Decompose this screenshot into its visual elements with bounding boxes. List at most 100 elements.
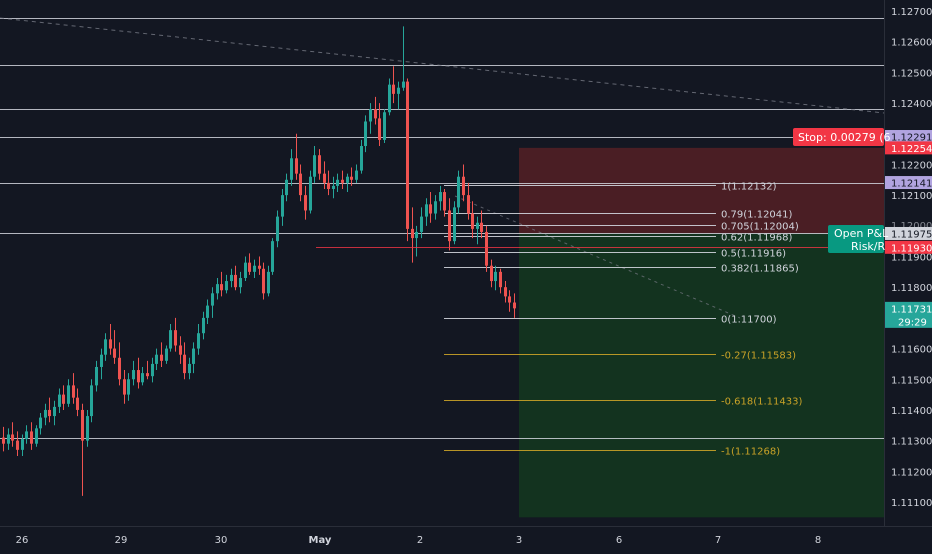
candle-body — [504, 287, 507, 296]
candle-body — [253, 266, 256, 272]
fib-level-label: 0(1.11700) — [721, 315, 777, 326]
candle-body — [104, 339, 107, 354]
candle-body — [141, 373, 144, 382]
candle-body — [95, 367, 98, 385]
price-axis-label: 1.11400 — [891, 406, 932, 417]
candle-body — [318, 155, 321, 173]
candle-body — [151, 364, 154, 376]
candle-body — [35, 428, 38, 443]
candle-body — [81, 410, 84, 441]
candle-body — [364, 121, 367, 146]
price-axis-label: 1.11300 — [891, 437, 932, 448]
candle-body — [220, 284, 223, 290]
candle-body — [197, 333, 200, 348]
candle-body — [402, 82, 405, 88]
price-tag-value: 1.12254 — [891, 144, 932, 155]
candle-body — [304, 195, 307, 210]
candle-body — [429, 204, 432, 213]
candle-body — [7, 434, 10, 443]
candle-body — [258, 266, 261, 269]
candle-body — [420, 217, 423, 232]
candle-body — [480, 223, 483, 232]
candle-body — [471, 214, 474, 229]
target-zone — [519, 233, 884, 517]
candle-body — [100, 355, 103, 367]
candle-body — [285, 180, 288, 195]
candle-body — [16, 441, 19, 450]
candle-body — [127, 379, 130, 394]
price-axis[interactable]: 1.127001.126001.125001.124001.122001.121… — [885, 0, 932, 526]
candle-body — [244, 263, 247, 278]
candle-body — [188, 364, 191, 373]
candle — [453, 201, 456, 244]
candle-body — [369, 109, 372, 121]
fib-level-label: -0.618(1.11433) — [721, 397, 802, 408]
candle-body — [225, 281, 228, 290]
candle-body — [183, 355, 186, 373]
candle-body — [457, 177, 460, 208]
candle-body — [137, 370, 140, 382]
price-tag: 1.12254 — [885, 141, 932, 155]
candle-body — [309, 177, 312, 211]
candle-body — [462, 177, 465, 195]
candle — [485, 226, 488, 272]
fib-level-label: 0.705(1.12004) — [721, 222, 799, 233]
candle — [271, 238, 274, 275]
price-axis-label: 1.12200 — [891, 160, 932, 171]
candle-body — [313, 155, 316, 176]
price-axis-label: 1.11600 — [891, 345, 932, 356]
candle-body — [508, 296, 511, 302]
price-axis-label: 1.11500 — [891, 375, 932, 386]
candle — [90, 379, 93, 422]
time-axis-label: May — [309, 535, 332, 546]
candle-body — [513, 303, 516, 309]
candle-body — [453, 207, 456, 241]
fib-level-label: 0.79(1.12041) — [721, 210, 793, 221]
candle-body — [290, 158, 293, 179]
price-tag-value: 1.12141 — [891, 179, 932, 190]
price-tag: 1.11975 — [885, 227, 932, 241]
candle-body — [262, 269, 265, 294]
candle-body — [11, 434, 14, 440]
candle-body — [109, 339, 112, 348]
candle-body — [202, 318, 205, 333]
candle — [457, 171, 460, 214]
candle-body — [25, 431, 28, 439]
candle-body — [378, 118, 381, 139]
candle-body — [434, 201, 437, 213]
time-axis-label: 8 — [815, 535, 821, 546]
candle-body — [346, 177, 349, 183]
candle-body — [234, 275, 237, 287]
time-axis-label: 29 — [115, 535, 128, 546]
fib-level-label: 1(1.12132) — [721, 182, 777, 193]
candle-body — [113, 349, 116, 358]
candle-body — [160, 355, 163, 361]
candle-body — [179, 345, 182, 354]
price-tag: 1.12141 — [885, 176, 932, 190]
candle-body — [58, 395, 61, 407]
stop-label-text: Stop: 0.00279 (6 — [798, 131, 891, 144]
price-axis-label: 1.12600 — [891, 38, 932, 49]
candle-body — [383, 112, 386, 140]
candle-body — [341, 180, 344, 183]
candle-body — [490, 266, 493, 281]
candle-body — [271, 241, 274, 272]
candle-body — [267, 272, 270, 293]
price-tag: 1.11930 — [885, 241, 932, 255]
candle-body — [211, 293, 214, 305]
candle-body — [44, 410, 47, 418]
time-axis-label: 26 — [16, 535, 29, 546]
candle-body — [216, 284, 219, 293]
fib-level-label: 0.5(1.11916) — [721, 249, 786, 260]
candle-body — [174, 330, 177, 345]
stop-zone — [519, 148, 884, 234]
time-axis-label: 3 — [516, 535, 522, 546]
price-axis-label: 1.12400 — [891, 99, 932, 110]
candle-body — [425, 204, 428, 216]
candle-body — [411, 229, 414, 238]
candle-body — [299, 174, 302, 195]
fib-level-label: 0.62(1.11968) — [721, 233, 793, 244]
